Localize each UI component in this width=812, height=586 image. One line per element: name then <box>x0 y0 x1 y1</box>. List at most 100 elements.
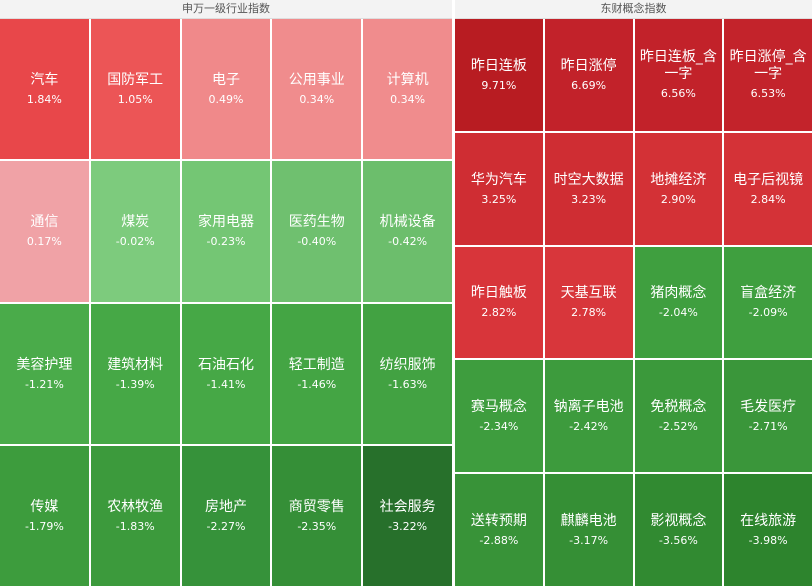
cell-change: 9.71% <box>481 78 517 92</box>
cell-name: 国防军工 <box>107 72 164 89</box>
cell-change: -3.98% <box>748 534 788 548</box>
cell-name: 社会服务 <box>379 498 436 515</box>
cell-change: 1.05% <box>117 93 153 107</box>
panel-title: 东财概念指数 <box>455 0 812 19</box>
heat-cell: 毛发医疗 -2.71% <box>724 360 812 473</box>
cell-change: -1.41% <box>206 377 246 391</box>
heat-cell: 影视概念 -3.56% <box>634 474 723 586</box>
heat-cell: 昨日连板 9.71% <box>455 19 543 131</box>
cell-name: 机械设备 <box>379 214 436 231</box>
cell-change: 1.84% <box>26 93 62 107</box>
cell-change: -1.83% <box>115 519 155 533</box>
cell-change: -2.09% <box>748 306 788 320</box>
cell-change: 0.34% <box>299 93 335 107</box>
cell-name: 商贸零售 <box>288 498 345 515</box>
cell-name: 盲盒经济 <box>740 285 797 302</box>
cell-change: -1.46% <box>297 377 337 391</box>
heat-cell: 计算机 0.34% <box>363 19 452 160</box>
heat-cell: 汽车 1.84% <box>0 19 89 160</box>
heat-cell: 天基互联 2.78% <box>544 246 633 359</box>
cell-change: -3.22% <box>388 519 428 533</box>
cell-name: 昨日涨停 <box>560 57 617 74</box>
heat-cell: 盲盒经济 -2.09% <box>724 246 812 359</box>
heat-cell: 纺织服饰 -1.63% <box>363 303 452 444</box>
cell-name: 公用事业 <box>288 72 345 89</box>
cell-grid: 汽车 1.84% 国防军工 1.05% 电子 0.49% 公用事业 0.34% 计算机 0.34%… <box>0 19 452 586</box>
panel: 东财概念指数 昨日连板 9.71% 昨日涨停 6.69% 昨日连板_含一字 6.56% 昨日… <box>455 0 812 586</box>
heat-cell: 家用电器 -0.23% <box>181 161 271 302</box>
cell-change: -3.17% <box>569 534 609 548</box>
heat-cell: 地摊经济 2.90% <box>634 132 723 245</box>
heat-cell: 钠离子电池 -2.42% <box>544 360 633 473</box>
heat-cell: 免税概念 -2.52% <box>634 360 723 473</box>
heat-cell: 石油石化 -1.41% <box>181 303 271 444</box>
cell-change: -1.79% <box>24 519 64 533</box>
cell-name: 建筑材料 <box>107 356 164 373</box>
cell-name: 昨日涨停_含一字 <box>729 49 807 83</box>
cell-change: -2.35% <box>297 519 337 533</box>
heat-cell: 煤炭 -0.02% <box>90 161 180 302</box>
cell-name: 石油石化 <box>197 356 254 373</box>
heat-cell: 赛马概念 -2.34% <box>455 360 543 473</box>
heat-cell: 昨日涨停 6.69% <box>544 19 633 131</box>
cell-name: 房地产 <box>204 498 247 515</box>
cell-name: 麒麟电池 <box>560 513 617 530</box>
cell-name: 电子后视镜 <box>733 171 804 188</box>
cell-name: 美容护理 <box>16 356 73 373</box>
cell-name: 昨日连板 <box>470 57 527 74</box>
cell-change: 3.25% <box>481 192 517 206</box>
cell-name: 家用电器 <box>197 214 254 231</box>
heat-cell: 在线旅游 -3.98% <box>724 474 812 586</box>
cell-change: 2.90% <box>660 192 696 206</box>
heat-cell: 公用事业 0.34% <box>272 19 362 160</box>
cell-name: 地摊经济 <box>650 171 707 188</box>
cell-change: -0.23% <box>206 235 246 249</box>
heat-cell: 轻工制造 -1.46% <box>272 303 362 444</box>
cell-change: -2.34% <box>479 420 519 434</box>
heat-cell: 商贸零售 -2.35% <box>272 445 362 586</box>
heat-cell: 电子 0.49% <box>181 19 271 160</box>
cell-change: -1.21% <box>24 377 64 391</box>
cell-change: 2.78% <box>571 306 607 320</box>
panel-title: 申万一级行业指数 <box>0 0 452 19</box>
heat-cell: 通信 0.17% <box>0 161 89 302</box>
cell-change: -2.71% <box>748 420 788 434</box>
cell-name: 猪肉概念 <box>650 285 707 302</box>
cell-name: 昨日触板 <box>470 285 527 302</box>
cell-name: 华为汽车 <box>470 171 527 188</box>
heat-cell: 昨日触板 2.82% <box>455 246 543 359</box>
heat-cell: 时空大数据 3.23% <box>544 132 633 245</box>
heat-cell: 昨日涨停_含一字 6.53% <box>724 19 812 131</box>
cell-change: 0.34% <box>390 93 426 107</box>
cell-change: 6.56% <box>660 87 696 101</box>
heat-cell: 麒麟电池 -3.17% <box>544 474 633 586</box>
cell-change: -2.52% <box>658 420 698 434</box>
cell-change: -2.88% <box>479 534 519 548</box>
cell-change: -2.04% <box>658 306 698 320</box>
cell-name: 在线旅游 <box>740 513 797 530</box>
cell-name: 免税概念 <box>650 399 707 416</box>
cell-grid: 昨日连板 9.71% 昨日涨停 6.69% 昨日连板_含一字 6.56% 昨日涨停_含一字 6… <box>455 19 812 586</box>
cell-change: -2.42% <box>569 420 609 434</box>
heat-cell: 电子后视镜 2.84% <box>724 132 812 245</box>
cell-name: 计算机 <box>386 72 429 89</box>
cell-change: -0.40% <box>297 235 337 249</box>
heat-cell: 医药生物 -0.40% <box>272 161 362 302</box>
heat-cell: 机械设备 -0.42% <box>363 161 452 302</box>
cell-name: 毛发医疗 <box>740 399 797 416</box>
cell-change: 2.82% <box>481 306 517 320</box>
cell-change: -1.39% <box>115 377 155 391</box>
cell-name: 农林牧渔 <box>107 498 164 515</box>
cell-change: 0.49% <box>208 93 244 107</box>
heat-cell: 建筑材料 -1.39% <box>90 303 180 444</box>
cell-name: 通信 <box>30 214 59 231</box>
cell-name: 电子 <box>211 72 240 89</box>
cell-name: 时空大数据 <box>553 171 624 188</box>
cell-name: 轻工制造 <box>288 356 345 373</box>
cell-name: 汽车 <box>30 72 59 89</box>
cell-name: 天基互联 <box>560 285 617 302</box>
cell-change: 6.53% <box>750 87 786 101</box>
heat-cell: 传媒 -1.79% <box>0 445 89 586</box>
cell-change: 3.23% <box>571 192 607 206</box>
